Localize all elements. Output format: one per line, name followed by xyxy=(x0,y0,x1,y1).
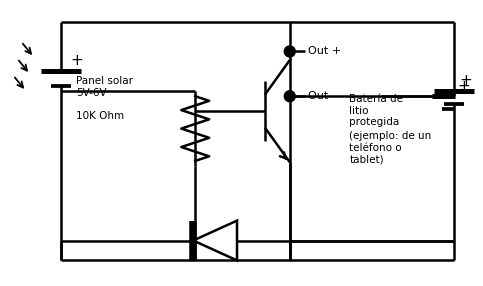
Text: 10K Ohm: 10K Ohm xyxy=(76,111,124,121)
Text: +: + xyxy=(459,73,472,88)
Text: Panel solar
5V-6V: Panel solar 5V-6V xyxy=(76,76,133,98)
Text: Out +: Out + xyxy=(308,46,341,56)
Circle shape xyxy=(284,91,295,102)
Circle shape xyxy=(284,46,295,57)
Text: +: + xyxy=(71,53,84,68)
Text: (ejemplo: de un
teléfono o
tablet): (ejemplo: de un teléfono o tablet) xyxy=(350,131,432,164)
Text: +: + xyxy=(457,79,469,94)
Text: Batería de
litio
protegida: Batería de litio protegida xyxy=(350,94,403,128)
Text: Out -: Out - xyxy=(308,91,335,101)
